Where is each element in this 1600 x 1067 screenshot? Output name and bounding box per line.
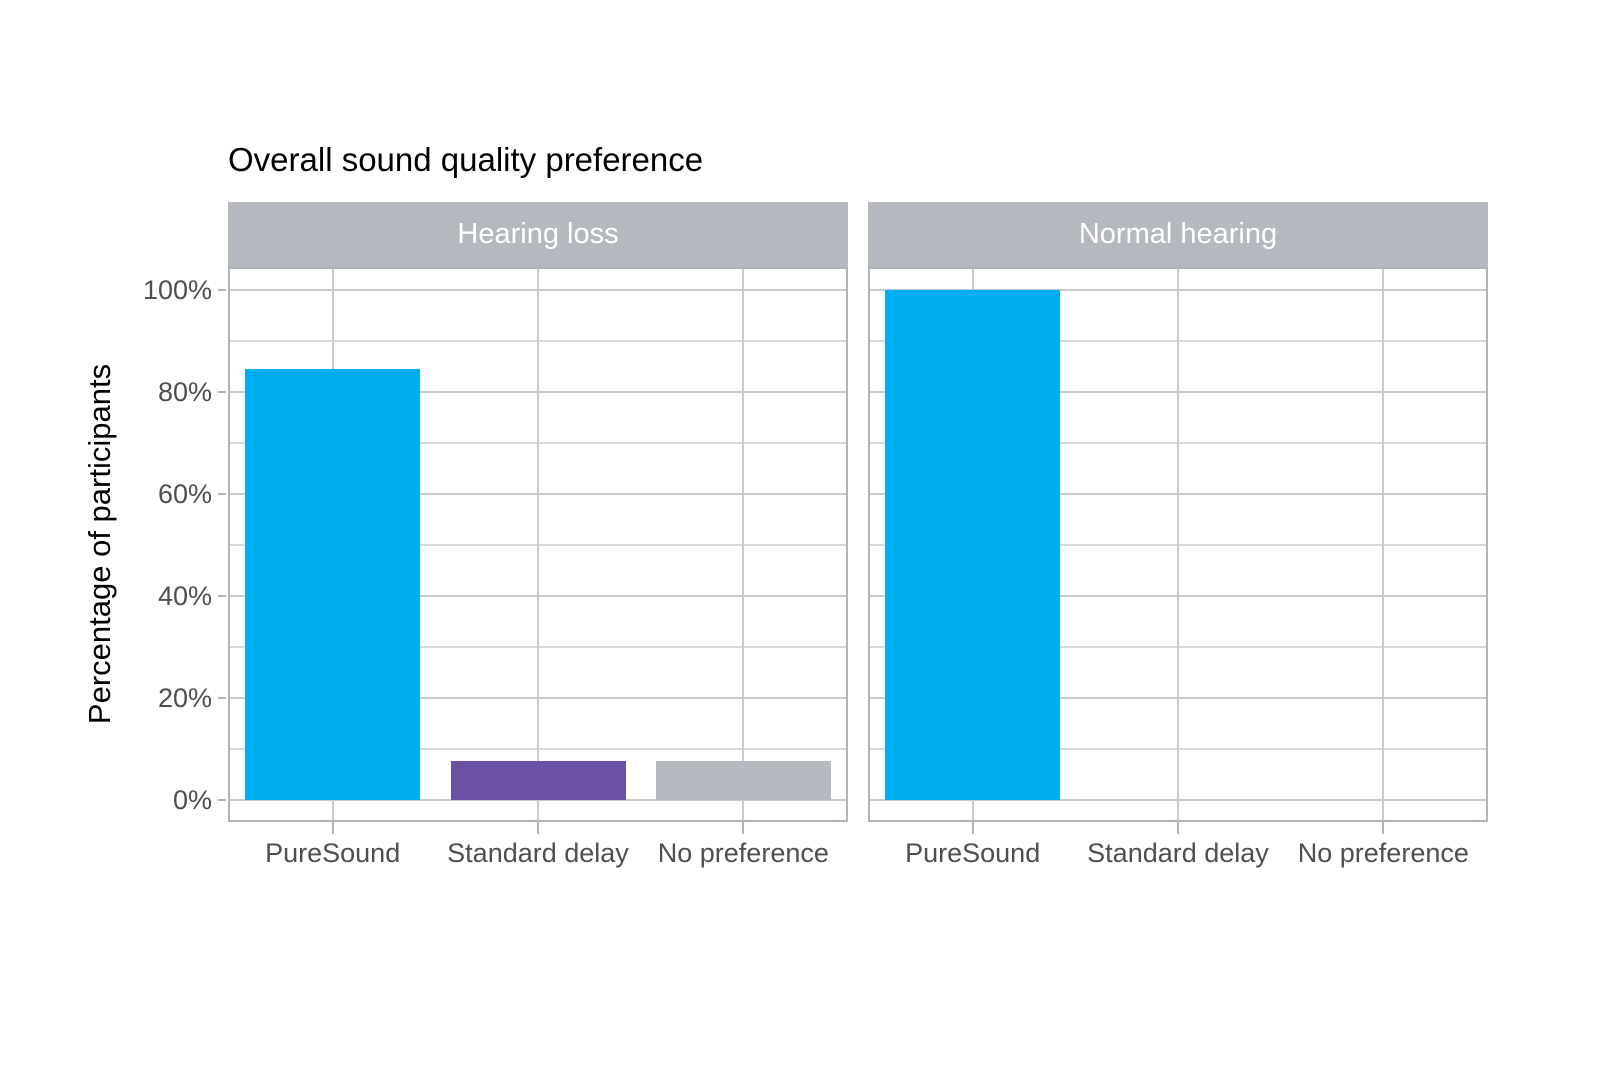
y-tick-label-100: 100% <box>142 275 212 305</box>
panel-body <box>228 267 848 822</box>
facet-strip: Normal hearing <box>868 202 1488 267</box>
y-tick-label-40: 40% <box>157 581 212 611</box>
facet-panel-hearing-loss: Hearing loss PureSound Standard delay No pr… <box>228 202 848 868</box>
bar-standard-delay <box>450 760 626 800</box>
gridline-vertical-standard-delay <box>1177 269 1179 820</box>
y-axis-title: Percentage of participants <box>82 363 117 725</box>
y-tick-40 <box>218 595 226 597</box>
y-tick-label-0: 0% <box>172 785 212 815</box>
x-tick-label-standard-delay: Standard delay <box>1087 838 1269 868</box>
gridline-vertical-standard-delay <box>537 269 539 820</box>
panel-body <box>868 267 1488 822</box>
plot-area: Hearing loss PureSound Standard delay No pr… <box>228 202 1488 868</box>
y-tick-label-60: 60% <box>157 479 212 509</box>
y-tick-label-20: 20% <box>157 683 212 713</box>
y-tick-label-80: 80% <box>157 377 212 407</box>
gridline-vertical-no-preference <box>742 269 745 820</box>
x-tick-label-puresound: PureSound <box>265 838 401 868</box>
chart-title: Overall sound quality preference <box>228 141 704 178</box>
y-tick-100 <box>218 289 226 291</box>
x-tick-puresound <box>331 822 334 834</box>
gridline-vertical-no-preference <box>1382 269 1385 820</box>
x-tick-standard-delay <box>1177 822 1179 834</box>
bar-puresound <box>885 290 1061 800</box>
y-tick-0 <box>218 799 226 801</box>
x-tick-no-preference <box>1382 822 1385 834</box>
y-tick-20 <box>218 697 226 699</box>
facet-strip: Hearing loss <box>228 202 848 267</box>
x-tick-standard-delay <box>537 822 539 834</box>
x-tick-puresound <box>971 822 974 834</box>
x-tick-label-no-preference: No preference <box>657 838 829 868</box>
bar-no-preference <box>655 760 831 800</box>
x-tick-label-puresound: PureSound <box>905 838 1041 868</box>
facet-strip-label: Normal hearing <box>1078 218 1278 250</box>
x-tick-label-standard-delay: Standard delay <box>447 838 629 868</box>
x-tick-no-preference <box>742 822 745 834</box>
facet-strip-label: Hearing loss <box>457 218 619 250</box>
x-tick-label-no-preference: No preference <box>1297 838 1469 868</box>
facet-panel-normal-hearing: Normal hearing PureSound Standard delay No … <box>868 202 1488 868</box>
y-tick-60 <box>218 493 226 495</box>
bar-puresound <box>245 368 421 800</box>
y-tick-80 <box>218 391 226 393</box>
